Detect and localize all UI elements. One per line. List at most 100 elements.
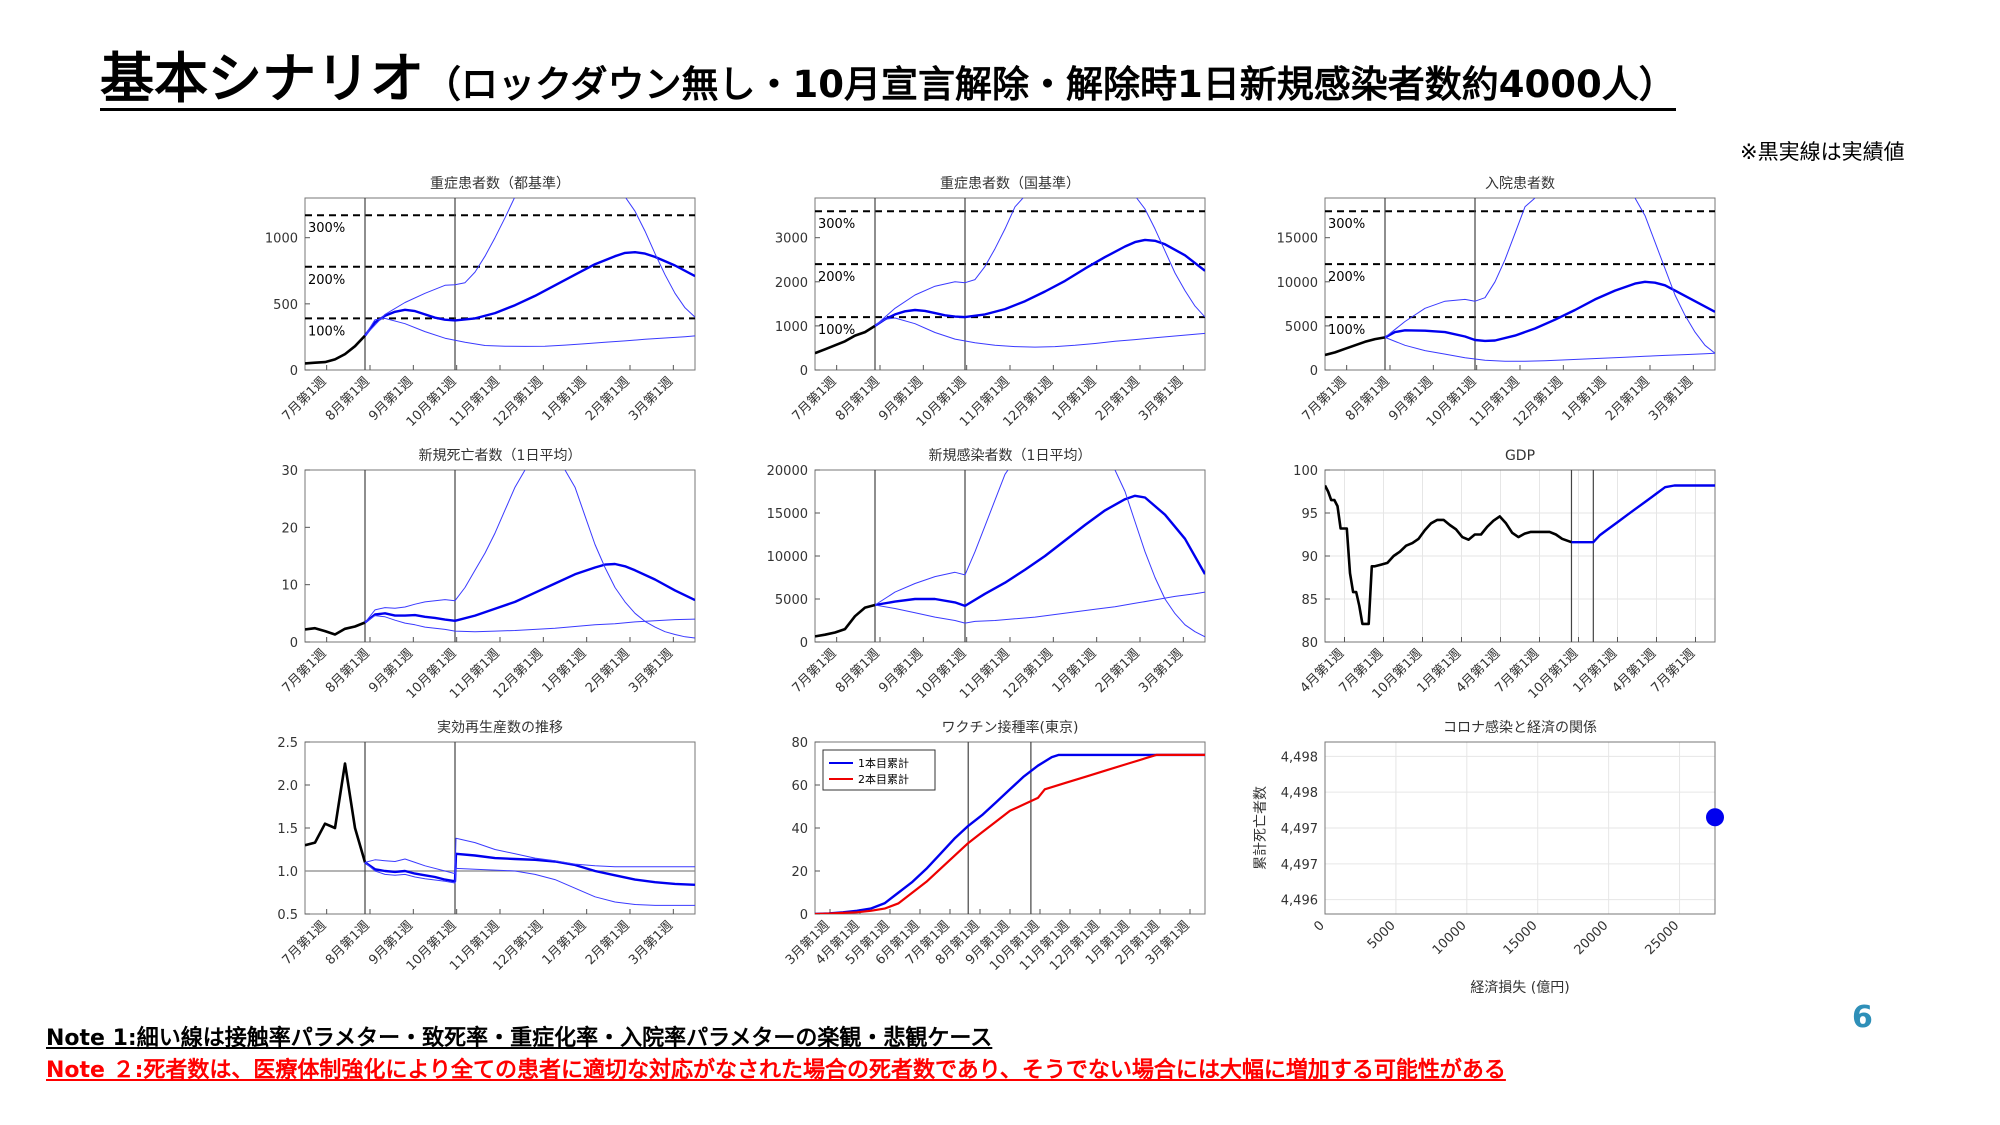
title-main: 基本シナリオ [100, 47, 424, 110]
x-axis-label: 経済損失 (億円) [1470, 980, 1569, 996]
series-line-thin [874, 317, 1205, 348]
series-line-base [364, 852, 695, 886]
capacity-label: 200% [308, 273, 345, 288]
y-tick-label: 60 [791, 779, 808, 794]
x-tick-label: 20000 [1572, 918, 1612, 958]
y-tick-label: 0 [800, 908, 808, 923]
series-line-actual [305, 621, 366, 636]
y-tick-label: 4,497 [1281, 822, 1318, 837]
series-line-thin [364, 198, 515, 336]
x-tick-label: 8月第1週 [323, 374, 373, 424]
actual-line-note: ※黒実線は実績値 [1740, 140, 1905, 164]
y-tick-label: 80 [1301, 636, 1318, 651]
series-line-actual [1325, 336, 1386, 357]
series-line-thin [364, 317, 695, 347]
y-tick-label: 2000 [775, 276, 808, 291]
y-tick-label: 4,498 [1281, 786, 1318, 801]
chart-covid-economy: コロナ感染と経済の関係 4,496 4,497 4,497 4,498 4,498 0 500… [1253, 719, 1724, 996]
y-tick-label: 2.0 [277, 779, 298, 794]
x-tick-label: 3月第1週 [1136, 374, 1186, 424]
capacity-label: 100% [1328, 323, 1365, 338]
y-tick-label: 0 [800, 636, 808, 651]
series-line-thin [364, 862, 695, 906]
title-subtitle: （ロックダウン無し・10月宣言解除・解除時1日新規感染者数約4000人） [424, 63, 1676, 106]
note-1: Note 1:細い線は接触率パラメター・致死率・重症化率・入院率パラメターの楽観… [46, 1026, 993, 1051]
x-tick-label: 3月第1週 [1136, 646, 1186, 696]
x-tick-label: 1月第1週 [540, 646, 590, 696]
y-tick-label: 0 [800, 364, 808, 379]
series-line-thin [1384, 336, 1715, 362]
y-tick-label: 0.5 [277, 908, 298, 923]
y-tick-label: 80 [791, 736, 808, 751]
y-tick-label: 0 [1310, 364, 1318, 379]
chart-new-infections: 新規感染者数（1日平均） 0 5000 10000 15000 20000 7月第1週8月第… [767, 447, 1206, 702]
series-line-thin [1634, 198, 1715, 354]
series-line-base [1571, 484, 1715, 544]
capacity-label: 300% [1328, 217, 1365, 232]
plot-frame [1324, 741, 1716, 915]
plot-frame [814, 197, 1206, 371]
x-tick-label: 8月第1週 [833, 646, 883, 696]
chart-title: 新規死亡者数（1日平均） [419, 448, 582, 464]
x-tick-label: 15000 [1501, 918, 1541, 958]
x-tick-label: 8月第1週 [323, 918, 373, 968]
capacity-label: 100% [818, 323, 855, 338]
y-tick-label: 1000 [775, 320, 808, 335]
y-tick-label: 40 [791, 822, 808, 837]
series-line-thin [874, 198, 1024, 327]
chart-severe-tokyo: 重症患者数（都基準）050010007月第1週8月第1週9月第1週10月第1週1… [265, 175, 696, 430]
series-line-thin [874, 591, 1205, 624]
series-line-red [815, 753, 1205, 914]
page-number: 6 [1852, 1000, 1873, 1035]
chart-title: 重症患者数（都基準） [430, 175, 570, 192]
chart-title: GDP [1505, 448, 1535, 464]
x-tick-label: 1月第1週 [1050, 374, 1100, 424]
x-tick-label: 25000 [1643, 918, 1683, 958]
x-tick-label: 2月第1週 [1093, 374, 1143, 424]
y-tick-label: 2.5 [277, 736, 298, 751]
x-tick-label: 0 [1311, 918, 1327, 934]
y-tick-label: 20000 [767, 464, 808, 479]
x-tick-label: 3月第1週 [1646, 374, 1696, 424]
x-tick-label: 7月第1週 [790, 646, 840, 696]
capacity-label: 300% [818, 217, 855, 232]
legend-label: 1本目累計 [858, 756, 909, 770]
y-tick-label: 5000 [1285, 320, 1318, 335]
x-tick-label: 3月第1週 [626, 918, 676, 968]
series-line-thin [364, 615, 695, 633]
chart-reproduction-number: 実効再生産数の推移0.51.01.52.02.57月第1週8月第1週9月第1週1… [277, 720, 696, 974]
y-tick-label: 1.5 [277, 822, 298, 837]
y-tick-label: 20 [791, 865, 808, 880]
series-line-base [1384, 280, 1715, 343]
x-tick-label: 3月第1週 [626, 646, 676, 696]
y-tick-label: 4,498 [1281, 750, 1318, 765]
capacity-label: 300% [308, 221, 345, 236]
x-tick-label: 1月第1週 [1050, 646, 1100, 696]
y-tick-label: 30 [281, 464, 298, 479]
x-tick-label: 8月第1週 [833, 374, 883, 424]
capacity-label: 200% [818, 270, 855, 285]
y-tick-label: 0 [290, 636, 298, 651]
x-tick-label: 5000 [1365, 918, 1399, 952]
scatter-point [1706, 808, 1724, 827]
series-line-actual [815, 603, 876, 638]
x-tick-label: 1月第1週 [1560, 374, 1610, 424]
y-tick-label: 15000 [1277, 232, 1318, 247]
series-line-base [874, 494, 1205, 608]
chart-new-deaths: 新規死亡者数（1日平均）01020307月第1週8月第1週9月第1週10月第1週… [280, 448, 696, 702]
series-line-thin [564, 470, 695, 639]
series-line-actual [305, 334, 366, 365]
series-line-base [815, 753, 1205, 914]
plot-frame [304, 469, 696, 643]
x-tick-label: 7月第1週 [1300, 374, 1350, 424]
y-tick-label: 10000 [767, 550, 808, 565]
series-line-thin [364, 470, 526, 623]
y-tick-label: 0 [290, 364, 298, 379]
y-tick-label: 15000 [767, 507, 808, 522]
x-tick-label: 8月第1週 [1343, 374, 1393, 424]
x-tick-label: 1月第1週 [540, 918, 590, 968]
capacity-label: 200% [1328, 270, 1365, 285]
series-line-actual [815, 324, 876, 355]
x-tick-label: 7月第1週 [280, 374, 330, 424]
chart-title: 実効再生産数の推移 [437, 720, 563, 736]
